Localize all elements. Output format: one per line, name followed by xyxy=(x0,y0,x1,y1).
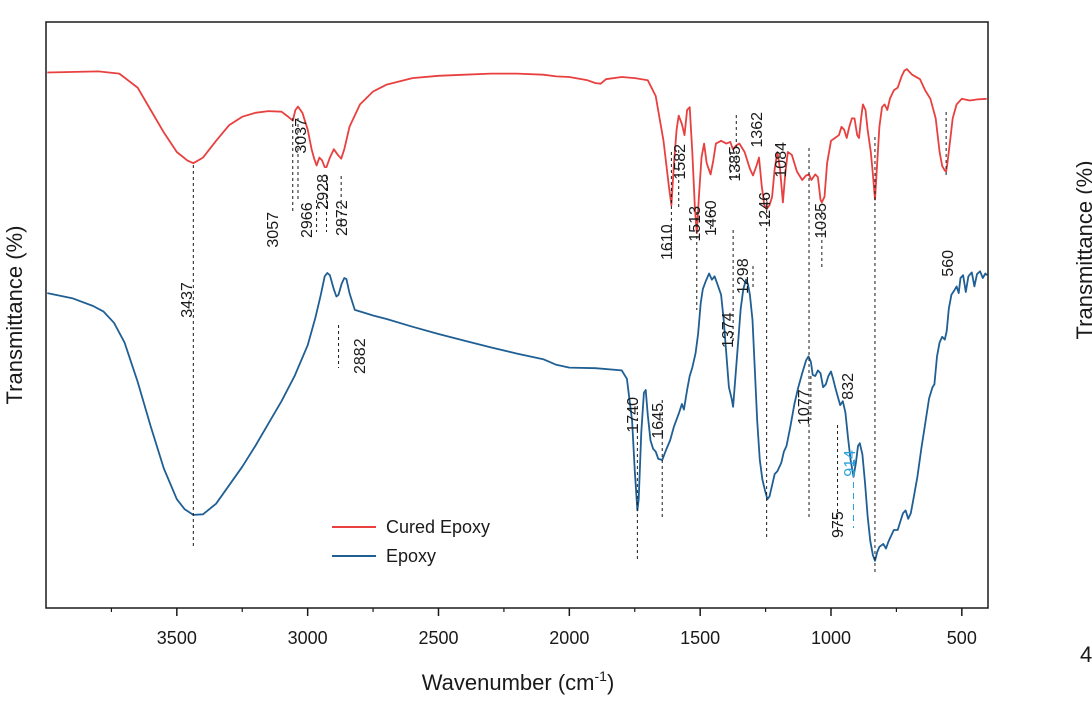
bottom-right-glyph-fragment: 4 xyxy=(1080,642,1092,667)
peak-label-1298: 1298 xyxy=(735,258,752,294)
peak-label-1362: 1362 xyxy=(749,112,766,148)
peak-label-2882: 2882 xyxy=(352,338,369,374)
peak-label-1246: 1246 xyxy=(757,192,774,228)
peak-label-1385: 1385 xyxy=(727,146,744,182)
x-tick-label-500: 500 xyxy=(947,628,977,648)
peak-label-1610: 1610 xyxy=(659,224,676,260)
peak-label-1645: 1645 xyxy=(650,403,667,439)
series-line-cured-epoxy xyxy=(47,68,987,235)
legend-label-cured-epoxy: Cured Epoxy xyxy=(386,517,490,537)
x-axis-ticks: 3500 3000 2500 2000 1500 1000 500 xyxy=(110,608,977,648)
peak-guides xyxy=(192,112,947,572)
peak-label-1077: 1077 xyxy=(796,389,813,425)
peak-label-3037: 3037 xyxy=(293,118,310,154)
peak-label-1035: 1035 xyxy=(813,203,830,239)
peak-label-560: 560 xyxy=(940,250,957,277)
peak-label-2966: 2966 xyxy=(299,202,316,238)
x-axis-title: Wavenumber (cm-1) xyxy=(422,668,615,695)
peak-label-1740: 1740 xyxy=(625,397,642,433)
plot-frame xyxy=(45,21,989,609)
legend: Cured Epoxy Epoxy xyxy=(332,517,490,566)
x-tick-label-1500: 1500 xyxy=(680,628,720,648)
peak-label-3437: 3437 xyxy=(179,282,196,318)
peak-label-2872: 2872 xyxy=(334,200,351,236)
peak-label-1460: 1460 xyxy=(703,200,720,236)
peak-label-1374: 1374 xyxy=(720,312,737,348)
x-tick-label-2500: 2500 xyxy=(418,628,458,648)
peak-label-3057: 3057 xyxy=(265,212,282,248)
series-layer xyxy=(47,68,988,562)
x-tick-label-1000: 1000 xyxy=(811,628,851,648)
peak-label-1582: 1582 xyxy=(672,144,689,180)
y-axis-title: Transmittance (%) xyxy=(2,226,27,405)
x-tick-label-3500: 3500 xyxy=(157,628,197,648)
peak-label-914: 914 xyxy=(842,450,859,477)
peak-label-832: 832 xyxy=(840,373,857,400)
x-tick-label-3000: 3000 xyxy=(288,628,328,648)
legend-label-epoxy: Epoxy xyxy=(386,546,436,566)
peak-label-975: 975 xyxy=(830,511,847,538)
peak-label-2928: 2928 xyxy=(315,174,332,210)
series-line-epoxy xyxy=(47,270,988,562)
peak-label-1513: 1513 xyxy=(687,206,704,242)
peak-label-1084: 1084 xyxy=(773,142,790,178)
x-tick-label-2000: 2000 xyxy=(549,628,589,648)
right-edge-ylabel-fragment: Transmittance (%) xyxy=(1072,161,1092,340)
